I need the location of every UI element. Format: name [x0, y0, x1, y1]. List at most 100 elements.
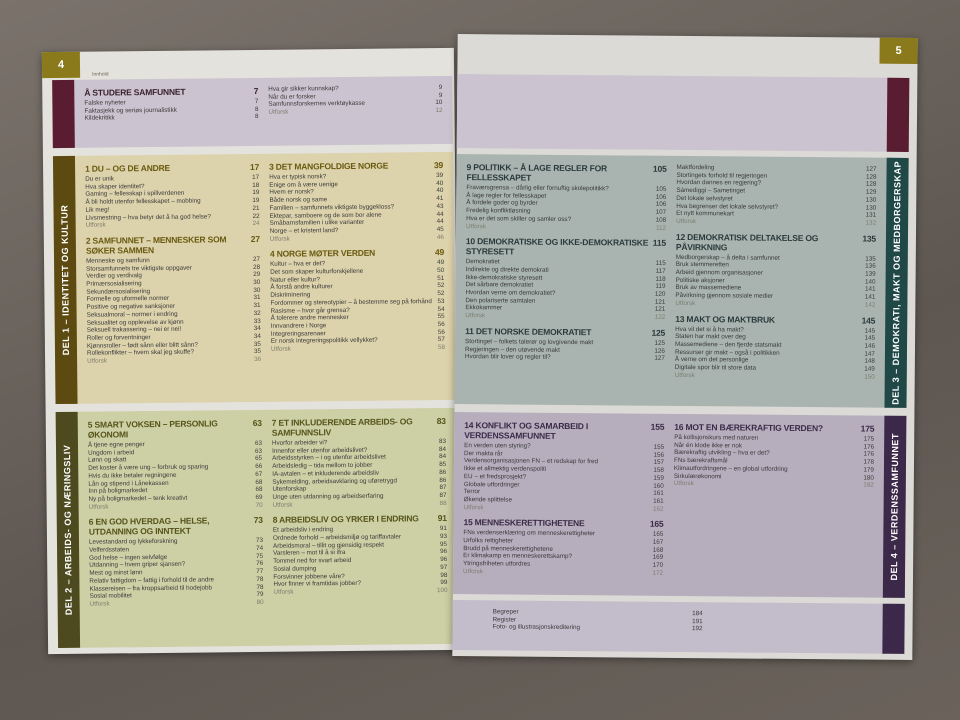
- contents-columns: 5 Smart voksen – personlig økonomi 63 Å tj…: [78, 408, 458, 648]
- entry-page: 148: [864, 357, 875, 366]
- entry-page: 130: [865, 204, 877, 212]
- entry-title: Utforsk: [268, 108, 289, 116]
- entry-page: 24: [252, 220, 260, 228]
- entry-page: 106: [655, 201, 667, 209]
- chapter-title[interactable]: 14 Konflikt og samarbeid i verdenssamfun…: [464, 420, 664, 442]
- chapter-title[interactable]: 3 Det mangfoldige Norge 39: [269, 160, 443, 172]
- entry-page: 80: [256, 598, 264, 606]
- toc-entry[interactable]: Utforsk 142: [675, 300, 875, 309]
- part-label: DEL 2 – ARBEIDS- OG NÆRINGSLIV: [61, 444, 74, 616]
- chapter-page: 27: [250, 233, 260, 244]
- entry-page: 10: [435, 99, 443, 107]
- chapter-page: 165: [649, 519, 664, 530]
- chapter-title[interactable]: 11 Det norske demokratiet 125: [465, 326, 665, 338]
- chapter-title[interactable]: 2 Samfunnet – mennesker som søker sammen…: [86, 234, 260, 256]
- chapter-title[interactable]: 15 Menneskerettighetene 165: [463, 517, 663, 529]
- chapter: 4 Norge møter verden 49 Kultur – hva er de…: [270, 247, 445, 353]
- entry-page: 45: [436, 225, 444, 233]
- entry-page: 35: [253, 348, 262, 356]
- entry-page: 46: [436, 233, 444, 241]
- entry-page: 140: [865, 278, 876, 286]
- entry-page: 27: [252, 255, 261, 263]
- entry-page: 84: [439, 453, 447, 461]
- entry-page: 182: [863, 481, 874, 489]
- chapter-title[interactable]: 9 Politikk – å lage regler for fellesska…: [466, 162, 666, 184]
- entry-page: 54: [437, 305, 445, 313]
- chapter-page: 49: [434, 247, 445, 258]
- entry-title: Rollekonflikter – hvem skal jeg skuffe?: [86, 348, 195, 358]
- entry-page: 74: [256, 544, 264, 552]
- part-label: DEL 1 – IDENTITET OG KULTUR: [59, 204, 72, 356]
- entry-page: 21: [252, 204, 260, 212]
- chapter-page: 115: [652, 237, 666, 249]
- entry-page: 41: [436, 195, 444, 203]
- chapter-title[interactable]: 8 Arbeidsliv og yrker i endring 91: [273, 513, 447, 525]
- chapter-title[interactable]: Å studere samfunnet 7: [84, 86, 258, 98]
- chapter-title[interactable]: 13 Makt og maktbruk 145: [675, 313, 875, 325]
- entry-page: 22: [252, 212, 260, 220]
- entry-page: 84: [438, 445, 447, 453]
- chapter: Hva gir sikker kunnskap? 9 Når du er forsk…: [268, 84, 442, 117]
- chapter-title[interactable]: 5 Smart voksen – personlig økonomi 63: [88, 418, 262, 440]
- entry-page: 150: [864, 373, 875, 381]
- chapter-title[interactable]: 12 Demokratisk deltakelse og påvirkning 1…: [676, 232, 876, 254]
- entry-page: 63: [254, 439, 263, 447]
- toc-entry[interactable]: Hvordan blir lover og regler til? 127: [465, 353, 665, 362]
- entry-page: 9: [438, 83, 443, 92]
- chapter-title[interactable]: 16 Mot en bærekraftig verden? 175: [674, 422, 874, 434]
- entry-page: 162: [653, 505, 664, 513]
- toc-entry[interactable]: Utforsk 182: [674, 480, 874, 489]
- entry-title: Utforsk: [675, 299, 696, 307]
- entry-page: 31: [253, 302, 261, 310]
- entry-title: Utforsk: [87, 357, 108, 365]
- chapter-title-text: 11 Det norske demokratiet: [465, 325, 592, 338]
- toc-entry[interactable]: Utforsk 112: [466, 223, 666, 232]
- entry-page: 30: [253, 286, 261, 294]
- entry-page: 77: [256, 568, 264, 576]
- entry-title: Utforsk: [270, 345, 291, 353]
- chapter: 5 Smart voksen – personlig økonomi 63 Å tj…: [88, 418, 263, 511]
- entry-page: 108: [655, 216, 667, 224]
- entry-page: 165: [652, 531, 664, 539]
- entry-page: 56: [437, 320, 445, 328]
- entry-page: 85: [439, 461, 447, 469]
- toc-entry[interactable]: Utforsk 162: [464, 504, 664, 513]
- contents-columns: 14 Konflikt og samarbeid i verdenssamfun…: [453, 412, 885, 598]
- entry-page: 167: [652, 538, 664, 546]
- toc-entry[interactable]: Utforsk 172: [463, 568, 663, 577]
- entry-title: Utforsk: [273, 588, 294, 596]
- entry-page: 168: [652, 546, 664, 554]
- entry-page: 17: [252, 173, 260, 181]
- chapter-title[interactable]: 4 Norge møter verden 49: [270, 247, 444, 259]
- entry-page: 176: [863, 450, 875, 459]
- toc-entry[interactable]: Utforsk 122: [465, 312, 665, 321]
- entry-page: 12: [435, 107, 443, 115]
- toc-entry[interactable]: Utforsk 132: [676, 218, 876, 227]
- chapter-page: 105: [652, 163, 667, 174]
- right-page: 5 9 Politikk – å lage regler for felless…: [452, 34, 918, 660]
- entry-title: Å bli holdt utenfor fellesskapet – mobbi…: [85, 197, 201, 206]
- chapter-title[interactable]: 10 Demokratiske og ikke-demokratiske sty…: [466, 236, 666, 258]
- chapter-page: 125: [651, 327, 666, 338]
- entry-title: Utforsk: [463, 503, 484, 511]
- chapter-title[interactable]: 7 Et inkluderende arbeids- og samfunnsli…: [272, 416, 446, 438]
- entry-page: 83: [438, 437, 446, 446]
- entry-page: 69: [255, 493, 263, 501]
- part-label: DEL 4 – VERDENSSAMFUNNET: [888, 433, 901, 581]
- toc-entry[interactable]: Utforsk 150: [675, 372, 875, 381]
- toc-entry[interactable]: Foto- og illustrasjonskreditering 192: [493, 624, 703, 634]
- entry-page: 128: [865, 180, 877, 189]
- toc-entry[interactable]: Kildekritikk 8: [85, 113, 259, 123]
- chapter-title[interactable]: 6 En god hverdag – helse, utdanning og i…: [89, 515, 263, 537]
- chapter-page: 155: [650, 421, 665, 432]
- entry-page: 34: [253, 325, 261, 333]
- entry-page: 156: [653, 451, 665, 459]
- chapter-title[interactable]: 1 Du – og de andre 17: [85, 162, 259, 174]
- chapter-title-text: 15 Menneskerettighetene: [463, 517, 585, 529]
- entry-page: 96: [440, 556, 448, 564]
- entry-title: Begreper: [492, 608, 519, 616]
- entry-page: 117: [655, 267, 666, 275]
- entry-page: 52: [437, 290, 445, 298]
- entry-page: 44: [436, 218, 444, 226]
- entry-title: Hvordan blir lover og regler til?: [464, 353, 551, 362]
